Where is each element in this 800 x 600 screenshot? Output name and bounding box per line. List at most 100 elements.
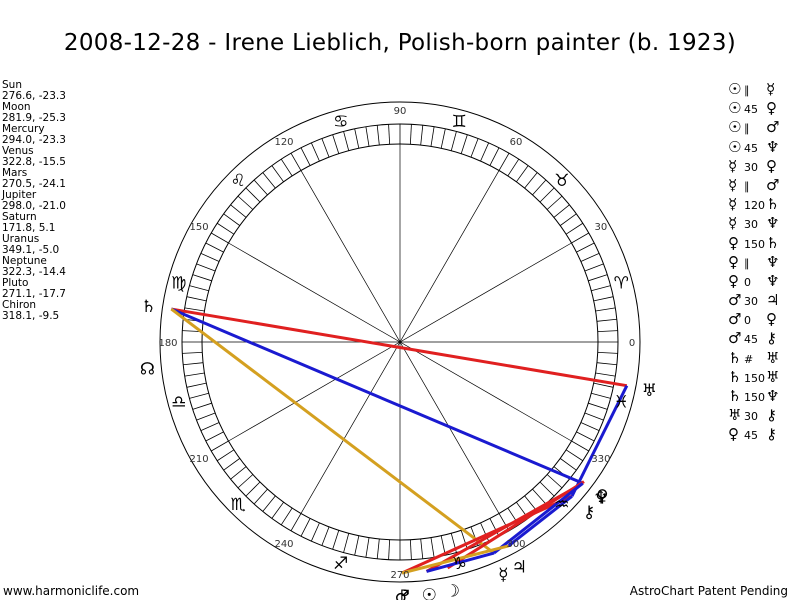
degree-tick	[245, 187, 261, 203]
aspect-planet-2: ♆	[766, 271, 780, 290]
wheel-glyphs: 0 30 60 90 120 150 180 210 240 270 300 330 ♈ ♉ ♊ ♋ ♌ ♍ ♎ ♏ ♐…	[140, 106, 657, 600]
degree-tick	[532, 488, 547, 505]
aspect-planet-2: ♆	[766, 387, 780, 405]
planet-glyph: ♇	[397, 587, 412, 600]
degree-tick	[280, 158, 293, 177]
aspect-planet-2: ♀	[766, 99, 777, 118]
zodiac-sign-glyph: ♌	[230, 171, 245, 191]
degree-tick	[388, 539, 391, 560]
degree-tick	[183, 362, 204, 366]
degree-label: 30	[595, 222, 608, 233]
degree-tick	[565, 222, 584, 235]
degree-tick	[271, 501, 284, 519]
zodiac-sign-glyph: ♐	[333, 554, 348, 574]
degree-tick	[539, 481, 555, 497]
aspect-type: 45	[744, 141, 758, 155]
degree-tick	[376, 125, 380, 146]
degree-tick	[230, 204, 247, 218]
degree-tick	[588, 402, 608, 410]
aspect-planet-2: ♆	[766, 252, 780, 271]
degree-tick	[182, 351, 203, 354]
degree-tick	[205, 431, 224, 442]
aspect-type: ∥	[744, 256, 750, 270]
aspect-row: ♀ 150♄	[728, 234, 779, 253]
aspect-row: ♄ 150♅	[728, 368, 779, 387]
aspect-line	[170, 307, 584, 485]
degree-tick	[580, 422, 600, 432]
degree-tick	[189, 392, 209, 399]
degree-tick	[237, 195, 254, 210]
degree-tick	[365, 126, 370, 147]
degree-tick	[595, 307, 616, 312]
planet-name: Chiron	[2, 299, 37, 311]
aspect-lines	[170, 307, 629, 575]
degree-tick	[237, 474, 254, 489]
zodiac-sign-glyph: ♎	[171, 392, 186, 412]
footer-site-link[interactable]: www.harmoniclife.com	[3, 584, 140, 598]
degree-tick	[223, 213, 241, 226]
aspect-planet-2: ♀	[766, 156, 777, 175]
aspect-type: 30	[744, 218, 758, 232]
aspect-row: ☿ 30 ♆	[728, 214, 779, 233]
degree-tick	[388, 124, 391, 145]
aspect-planet-2: ⚷	[766, 425, 777, 444]
planet-name: Jupiter	[2, 189, 37, 201]
aspect-planet-2: ♂	[766, 118, 780, 137]
degree-label: 210	[190, 454, 209, 465]
aspect-planet-2: ♅	[766, 367, 780, 386]
aspect-type: 150	[744, 371, 765, 385]
aspect-planet-1: ♀	[728, 233, 739, 252]
aspect-planet-1: ♅	[728, 406, 742, 425]
aspect-row: ♂ 0 ♀	[728, 310, 779, 329]
aspect-planet-2: ♀	[766, 310, 777, 329]
degree-tick	[593, 382, 614, 388]
degree-tick	[354, 535, 360, 556]
aspect-planet-1: ☿	[728, 214, 738, 233]
aspect-line	[170, 307, 495, 555]
degree-label: 150	[190, 222, 209, 233]
degree-tick	[365, 537, 370, 558]
degree-tick	[253, 488, 268, 505]
degree-tick	[262, 495, 276, 512]
degree-tick	[460, 530, 468, 550]
planet-position-list: Sun 276.6, -23.3 Moon 281.9, -25.3 Mercu…	[2, 80, 66, 322]
planet-glyph: ♄	[141, 297, 156, 317]
degree-tick	[409, 124, 412, 145]
degree-tick	[595, 372, 616, 377]
planet-glyph: ♅	[642, 381, 657, 401]
aspect-type: 150	[744, 391, 765, 404]
degree-tick	[280, 507, 293, 526]
degree-tick	[290, 153, 302, 171]
planet-name: Venus	[2, 145, 34, 157]
planet-coords: 322.3, -14.4	[2, 266, 66, 278]
degree-tick	[409, 539, 412, 560]
degree-tick	[580, 252, 600, 262]
degree-tick	[516, 165, 529, 183]
aspect-row: ☉ 45 ♀	[728, 99, 779, 118]
aspect-planet-2: ⚷	[766, 329, 777, 348]
degree-tick	[223, 458, 241, 471]
degree-tick	[571, 232, 589, 244]
aspect-planet-1: ☿	[728, 195, 738, 214]
aspect-row: ♂ 30 ♃	[728, 291, 779, 310]
degree-tick	[196, 263, 216, 272]
planet-name: Mercury	[2, 123, 45, 135]
degree-tick	[376, 538, 380, 559]
aspect-row: ♂ 45 ⚷	[728, 329, 779, 348]
degree-label: 330	[591, 454, 610, 465]
aspect-row: ♄ 150♆	[728, 387, 779, 406]
aspect-line	[446, 480, 585, 570]
zodiac-sign-glyph: ♏	[230, 495, 245, 515]
aspect-type: ∥	[744, 179, 750, 193]
planet-glyph: ♆	[593, 488, 608, 508]
aspect-planet-1: ♄	[728, 348, 742, 367]
degree-tick	[571, 440, 589, 452]
degree-label: 90	[394, 106, 407, 117]
degree-tick	[498, 513, 510, 531]
degree-tick	[420, 538, 424, 559]
aspect-type: #	[744, 352, 754, 366]
degree-tick	[489, 518, 500, 537]
degree-tick	[186, 296, 207, 302]
zodiac-sign-glyph: ♑	[452, 554, 467, 574]
